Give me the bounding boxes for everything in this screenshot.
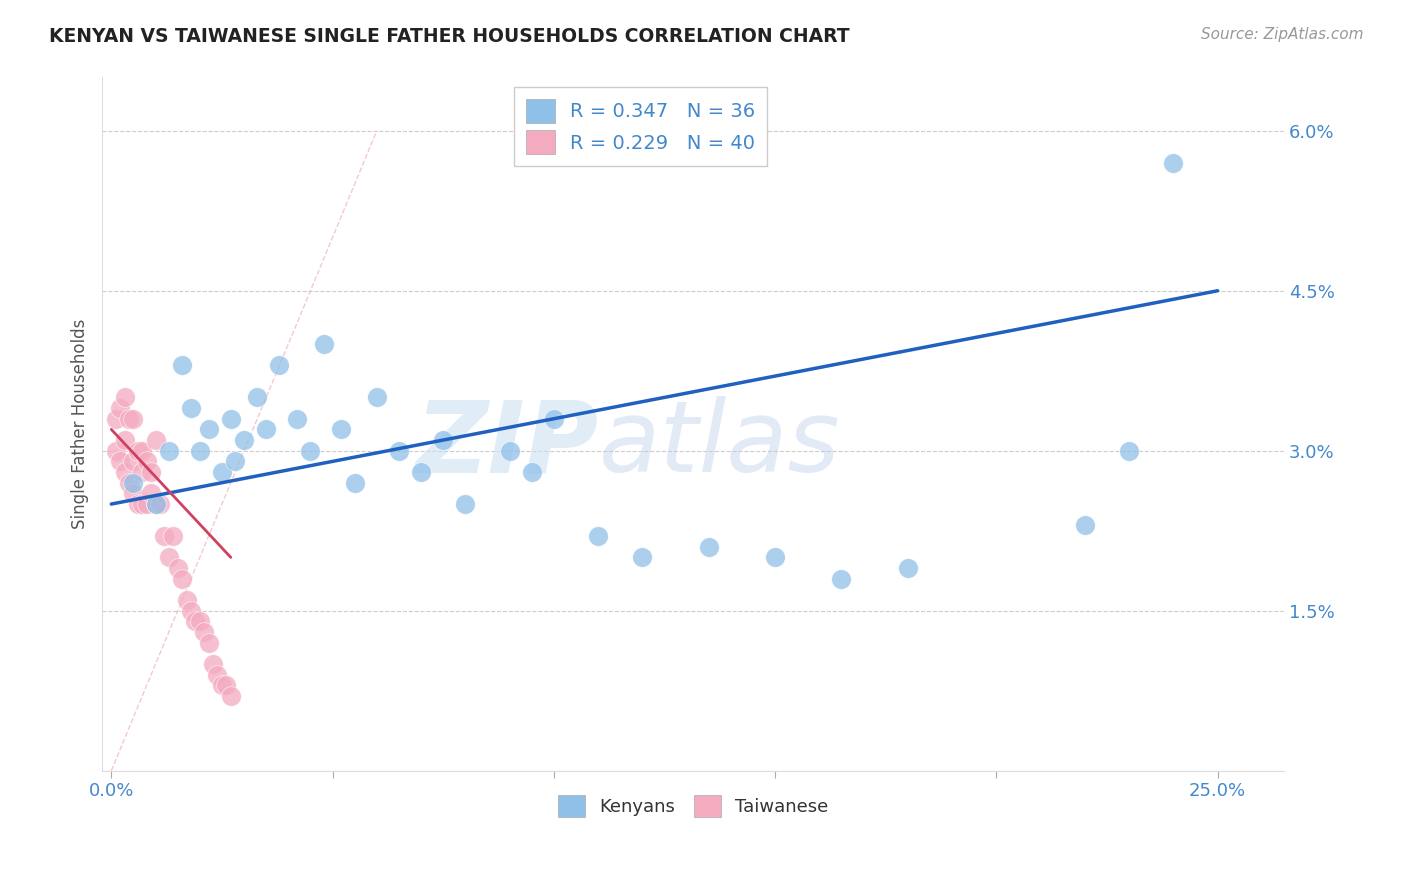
Point [454,497,477,511]
Point [498,443,520,458]
Point [131,443,153,458]
Point [118,411,141,425]
Point [246,391,269,405]
Point [207,667,229,681]
Point [180,401,202,415]
Point [215,678,238,692]
Point [184,615,207,629]
Point [219,411,242,425]
Point [131,465,153,479]
Point [520,465,543,479]
Point [202,657,225,671]
Point [330,422,353,436]
Text: atlas: atlas [599,396,841,493]
Point [366,391,388,405]
Point [1074,518,1097,533]
Point [219,689,242,703]
Point [409,465,432,479]
Point [1118,443,1140,458]
Point [114,391,136,405]
Point [312,337,335,351]
Point [122,454,145,468]
Point [139,486,162,500]
Point [149,497,172,511]
Point [162,529,184,543]
Point [176,593,198,607]
Point [139,465,162,479]
Point [197,636,219,650]
Point [108,454,131,468]
Point [188,443,211,458]
Point [1163,155,1185,169]
Point [127,443,149,458]
Point [269,359,291,373]
Point [586,529,609,543]
Point [104,443,127,458]
Point [114,465,136,479]
Point [697,540,720,554]
Point [197,422,219,436]
Point [131,497,153,511]
Point [118,475,141,490]
Point [211,678,233,692]
Point [763,550,786,565]
Point [830,572,852,586]
Point [135,497,157,511]
Point [299,443,322,458]
Point [127,497,149,511]
Y-axis label: Single Father Households: Single Father Households [72,318,89,529]
Point [122,411,145,425]
Point [233,433,256,447]
Point [108,401,131,415]
Point [157,443,180,458]
Point [114,433,136,447]
Point [211,465,233,479]
Point [104,411,127,425]
Point [145,497,167,511]
Point [157,550,180,565]
Point [285,411,308,425]
Point [166,561,188,575]
Text: KENYAN VS TAIWANESE SINGLE FATHER HOUSEHOLDS CORRELATION CHART: KENYAN VS TAIWANESE SINGLE FATHER HOUSEH… [49,27,849,45]
Point [224,454,246,468]
Point [172,359,194,373]
Point [254,422,277,436]
Text: ZIP: ZIP [416,396,599,493]
Point [122,486,145,500]
Point [145,433,167,447]
Point [180,604,202,618]
Point [432,433,454,447]
Point [153,529,176,543]
Point [388,443,411,458]
Point [631,550,654,565]
Point [122,475,145,490]
Point [897,561,920,575]
Point [172,572,194,586]
Point [188,615,211,629]
Point [145,497,167,511]
Point [135,454,157,468]
Legend: Kenyans, Taiwanese: Kenyans, Taiwanese [551,788,835,824]
Point [193,625,215,640]
Point [343,475,366,490]
Point [543,411,565,425]
Text: Source: ZipAtlas.com: Source: ZipAtlas.com [1201,27,1364,42]
